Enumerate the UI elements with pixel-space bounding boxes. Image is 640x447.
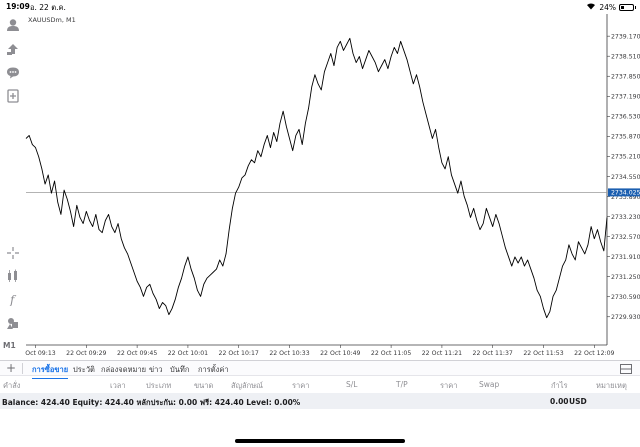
y-tick-label: 2738.510 bbox=[611, 54, 640, 61]
chat-icon[interactable] bbox=[4, 64, 21, 81]
objects-icon[interactable] bbox=[4, 314, 21, 331]
balance-text: Balance: 424.40 Equity: 424.40 หลักประกั… bbox=[2, 398, 301, 407]
home-indicator bbox=[235, 439, 405, 443]
col-swap[interactable]: Swap bbox=[479, 380, 500, 389]
x-tick-label: 22 Oct 10:17 bbox=[219, 350, 259, 357]
status-right: 24% bbox=[586, 2, 636, 12]
y-tick-label: 2733.230 bbox=[611, 214, 640, 221]
crosshair-icon[interactable] bbox=[4, 244, 21, 261]
y-tick-label: 2733.890 bbox=[611, 194, 640, 201]
status-bar: 19:09 อ. 22 ต.ค. 24% bbox=[0, 0, 640, 14]
x-tick-label: 22 Oct 10:33 bbox=[269, 350, 309, 357]
add-tab-icon[interactable]: + bbox=[6, 361, 17, 375]
price-chart[interactable]: 2739.170 2738.510 2737.850 2737.190 2736.530… bbox=[24, 14, 640, 360]
tabs-divider bbox=[22, 363, 23, 374]
x-tick-label: 22 Oct 11:53 bbox=[523, 350, 563, 357]
col-volume[interactable]: ขนาด bbox=[194, 381, 214, 390]
status-time: 19:09 bbox=[6, 2, 30, 11]
left-toolbar: f M1 bbox=[0, 14, 24, 354]
x-tick-label: 22 Oct 09:45 bbox=[117, 350, 157, 357]
col-price[interactable]: ราคา bbox=[292, 381, 310, 390]
y-tick-label: 2737.850 bbox=[611, 74, 640, 81]
status-date: อ. 22 ต.ค. bbox=[30, 3, 66, 12]
y-tick-label: 2729.930 bbox=[611, 314, 640, 321]
y-tick-label: 2731.250 bbox=[611, 274, 640, 281]
x-tick-label: 22 Oct 11:21 bbox=[422, 350, 462, 357]
y-tick-label: 2737.190 bbox=[611, 94, 640, 101]
y-tick-label: 2739.170 bbox=[611, 33, 640, 40]
current-price-tag bbox=[608, 188, 640, 197]
tab-settings[interactable]: การตั้งค่า bbox=[198, 365, 229, 374]
col-order[interactable]: คำสั่ง bbox=[3, 381, 21, 390]
y-tick-label: 2735.210 bbox=[611, 154, 640, 161]
total-profit: 0.00 bbox=[550, 397, 569, 406]
x-tick-label: 22 Oct 11:37 bbox=[473, 350, 513, 357]
tab-mailbox[interactable]: กล่องจดหมาย bbox=[101, 365, 147, 374]
chart-canvas[interactable]: 2739.170 2738.510 2737.850 2737.190 2736.530… bbox=[24, 14, 640, 360]
tab-journal[interactable]: บันทึก bbox=[170, 365, 190, 374]
col-type[interactable]: ประเภท bbox=[146, 381, 172, 390]
x-tick-label: 22 Oct 11:05 bbox=[371, 350, 411, 357]
wifi-icon bbox=[586, 2, 596, 12]
chart-symbol-label: XAUUSDm, M1 bbox=[28, 16, 76, 24]
add-document-icon[interactable] bbox=[4, 87, 21, 104]
panel-toggle-icon[interactable] bbox=[620, 364, 632, 376]
timeframe-label[interactable]: M1 bbox=[3, 341, 16, 350]
col-current-price[interactable]: ราคา bbox=[440, 381, 458, 390]
col-symbol[interactable]: สัญลักษณ์ bbox=[231, 381, 264, 390]
bottom-tabs: + การซื้อขาย ประวัติ กล่องจดหมาย ข่าว บั… bbox=[0, 360, 640, 379]
y-tick-label: 2731.910 bbox=[611, 254, 640, 261]
col-profit[interactable]: กำไร bbox=[551, 381, 568, 390]
col-comment[interactable]: หมายเหตุ bbox=[596, 381, 627, 390]
y-tick-label: 2735.870 bbox=[611, 134, 640, 141]
balance-bar: Balance: 424.40 Equity: 424.40 หลักประกั… bbox=[0, 393, 640, 409]
x-tick-label: 22 Oct 10:49 bbox=[320, 350, 360, 357]
y-tick-label: 2736.530 bbox=[611, 114, 640, 121]
x-tick-label: 22 Oct 10:01 bbox=[168, 350, 208, 357]
current-price-label: 2734.025 bbox=[611, 190, 640, 197]
tab-news[interactable]: ข่าว bbox=[149, 365, 163, 374]
svg-text:f: f bbox=[9, 293, 17, 306]
trade-icon[interactable] bbox=[4, 40, 21, 57]
function-icon[interactable]: f bbox=[4, 290, 21, 307]
x-tick-label: 22 Oct 09:13 bbox=[24, 350, 56, 357]
y-tick-label: 2734.550 bbox=[611, 174, 640, 181]
tab-trade[interactable]: การซื้อขาย bbox=[32, 365, 69, 379]
tab-history[interactable]: ประวัติ bbox=[73, 365, 95, 374]
indicators-icon[interactable] bbox=[4, 267, 21, 284]
y-tick-label: 2732.570 bbox=[611, 234, 640, 241]
battery-icon bbox=[619, 3, 636, 11]
col-tp[interactable]: T/P bbox=[396, 380, 408, 389]
x-tick-label: 22 Oct 09:29 bbox=[66, 350, 106, 357]
account-currency: USD bbox=[569, 397, 587, 406]
x-tick-label: 22 Oct 12:09 bbox=[574, 350, 614, 357]
col-sl[interactable]: S/L bbox=[346, 380, 358, 389]
account-icon[interactable] bbox=[4, 16, 21, 33]
trade-columns: คำสั่ง เวลา ประเภท ขนาด สัญลักษณ์ ราคา S… bbox=[0, 376, 640, 392]
battery-percent: 24% bbox=[599, 2, 616, 12]
price-series-line bbox=[25, 37, 608, 319]
y-tick-label: 2730.590 bbox=[611, 294, 640, 301]
col-time[interactable]: เวลา bbox=[110, 381, 126, 390]
